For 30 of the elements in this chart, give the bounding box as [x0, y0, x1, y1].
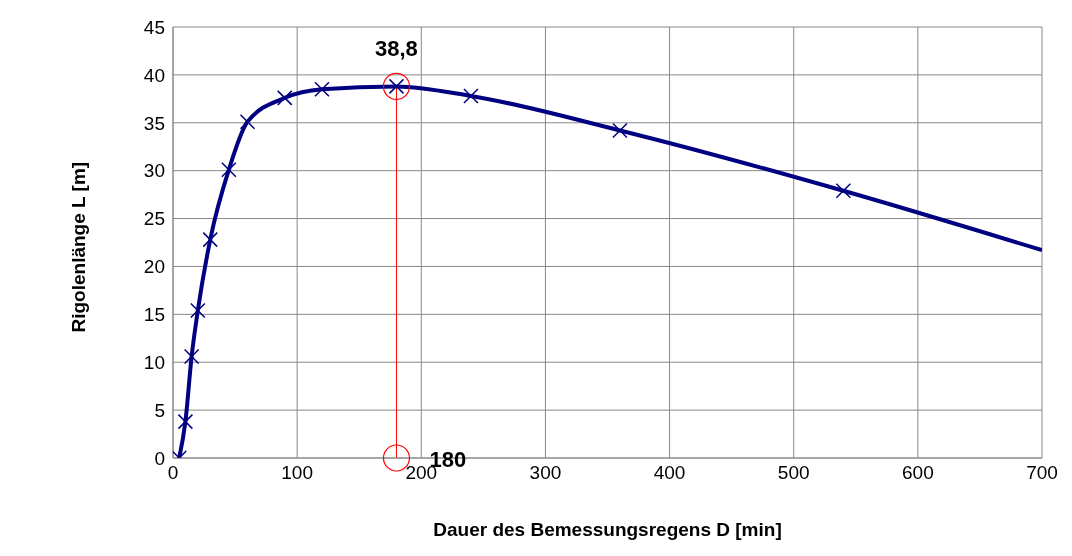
y-axis-title: Rigolenlänge L [m]	[67, 161, 89, 333]
x-axis-title: Dauer des Bemessungsregens D [min]	[433, 519, 782, 540]
point	[314, 81, 330, 98]
x-tick-label: 400	[653, 462, 686, 484]
point	[835, 183, 852, 199]
point	[177, 413, 194, 430]
x-tick-label: 700	[1026, 462, 1058, 484]
annotation: 38,8	[375, 36, 418, 62]
point	[239, 114, 256, 130]
point	[190, 302, 206, 319]
point	[463, 88, 479, 104]
y-tick-label: 20	[143, 256, 165, 278]
point	[183, 348, 200, 365]
y-tick-label: 25	[143, 208, 165, 230]
x-tick-label: 500	[777, 462, 810, 484]
x-tick-label: 300	[529, 462, 562, 484]
y-tick-label: 5	[154, 399, 165, 421]
y-tick-label: 35	[143, 112, 165, 134]
point	[276, 90, 293, 106]
y-tick-label: 40	[143, 64, 165, 86]
x-tick-label: 600	[902, 462, 934, 484]
y-tick-label: 45	[143, 16, 165, 38]
point	[612, 122, 628, 139]
point	[221, 161, 237, 178]
point	[202, 231, 218, 248]
y-tick-label: 15	[143, 304, 165, 326]
x-tick-label: 100	[281, 462, 313, 484]
y-tick-label: 10	[143, 351, 165, 373]
y-tick-label: 30	[143, 160, 165, 182]
y-tick-label: 0	[154, 447, 165, 469]
